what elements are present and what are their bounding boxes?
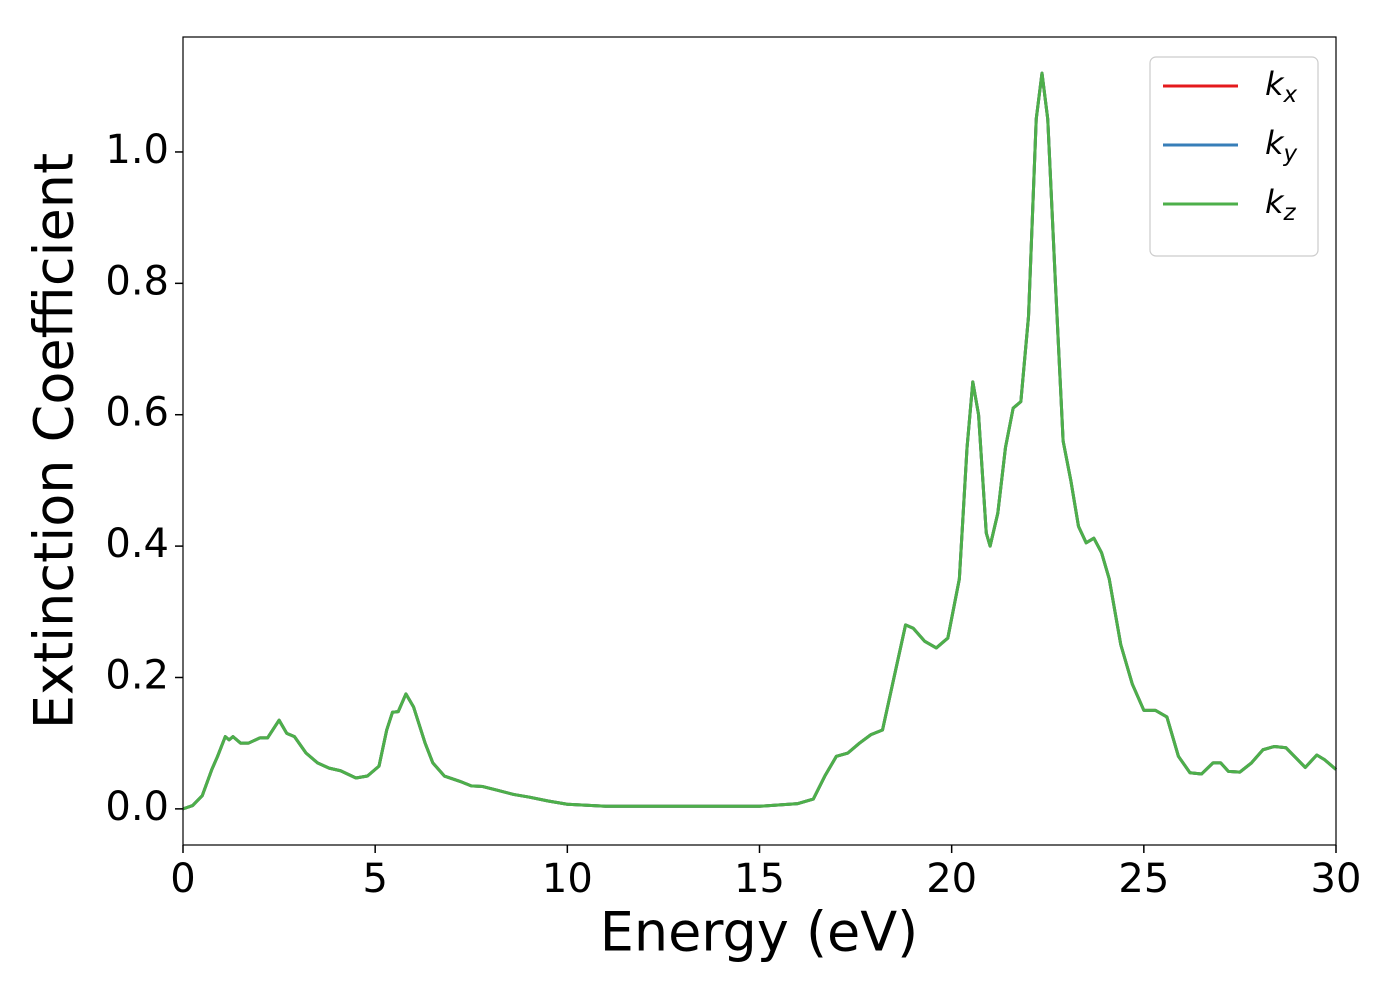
legend-box xyxy=(1149,56,1319,257)
legend-label: kx xyxy=(1265,65,1298,108)
y-tick-label: 0.6 xyxy=(105,390,169,436)
series-line xyxy=(182,71,1337,811)
x-tick-label: 15 xyxy=(734,856,785,902)
y-tick-label: 0.8 xyxy=(105,258,169,304)
plot-frame xyxy=(182,36,1337,846)
x-axis-label: Energy (eV) xyxy=(600,901,919,964)
y-tick-label: 1.0 xyxy=(105,127,169,173)
x-tick-label: 30 xyxy=(1311,856,1362,902)
legend-label: ky xyxy=(1265,124,1298,167)
y-tick-label: 0.0 xyxy=(105,784,169,830)
legend-label: kz xyxy=(1265,183,1297,226)
x-tick-label: 10 xyxy=(542,856,593,902)
y-tick-label: 0.4 xyxy=(105,521,169,567)
x-tick-label: 0 xyxy=(170,856,195,902)
x-tick-label: 20 xyxy=(926,856,977,902)
y-axis-label: Extinction Coefficient xyxy=(23,153,86,729)
x-tick-label: 5 xyxy=(362,856,387,902)
x-tick-label: 25 xyxy=(1118,856,1169,902)
y-tick-label: 0.2 xyxy=(105,652,169,698)
